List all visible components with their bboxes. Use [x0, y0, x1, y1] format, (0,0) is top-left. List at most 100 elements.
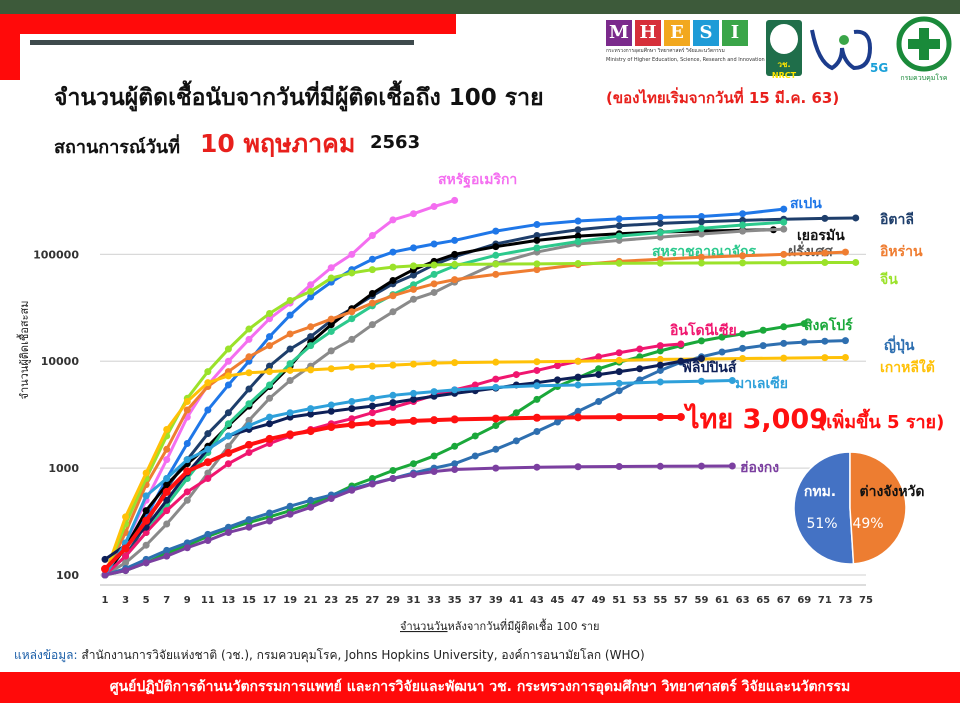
data-point — [286, 345, 294, 353]
data-point — [430, 288, 438, 296]
data-point — [389, 216, 397, 224]
data-point — [224, 357, 232, 365]
data-point — [183, 398, 191, 406]
data-point — [533, 395, 541, 403]
data-point — [451, 460, 459, 468]
data-point — [471, 381, 479, 389]
source-label: แหล่งข้อมูล: — [14, 648, 78, 662]
data-point — [142, 469, 150, 477]
data-point — [574, 237, 582, 245]
data-point — [780, 205, 788, 213]
data-point — [410, 395, 418, 403]
data-point — [697, 377, 705, 385]
data-point — [656, 355, 664, 363]
data-point — [615, 215, 623, 223]
data-point — [451, 442, 459, 450]
data-point — [410, 271, 418, 279]
data-point — [677, 357, 685, 365]
x-tick-label: 51 — [612, 595, 626, 606]
situation-date: 10 พฤษภาคม — [200, 129, 356, 158]
x-tick-label: 25 — [345, 595, 359, 606]
x-tick-label: 41 — [509, 595, 523, 606]
data-point — [224, 523, 232, 531]
data-point — [348, 308, 356, 316]
x-tick-label: 47 — [571, 595, 585, 606]
data-point — [739, 330, 747, 338]
data-point — [307, 405, 315, 413]
series-label: ฟิลิปปินส์ — [681, 359, 737, 376]
data-point — [286, 297, 294, 305]
data-point — [348, 269, 356, 277]
x-tick-label: 31 — [407, 595, 421, 606]
data-point — [697, 213, 705, 221]
y-tick-label: 100000 — [33, 248, 79, 261]
data-point — [224, 432, 232, 440]
data-point — [183, 488, 191, 496]
data-point — [183, 496, 191, 504]
data-point — [574, 463, 582, 471]
data-point — [224, 345, 232, 353]
pie-label: ต่างจังหวัด — [859, 484, 924, 500]
data-point — [389, 399, 397, 407]
data-point — [728, 462, 736, 470]
data-point — [368, 409, 376, 417]
data-point — [266, 381, 274, 389]
data-point — [759, 342, 767, 350]
data-point — [245, 516, 253, 524]
series-label: จีน — [879, 272, 898, 288]
data-point — [492, 445, 500, 453]
data-point — [286, 360, 294, 368]
data-point — [101, 571, 109, 579]
data-point — [224, 442, 232, 450]
data-point — [306, 427, 315, 436]
pie-slice — [849, 451, 907, 565]
data-point — [491, 414, 500, 423]
series-label: อิหร่าน — [879, 244, 923, 260]
data-point — [656, 342, 664, 350]
data-point — [430, 452, 438, 460]
data-point — [163, 520, 171, 528]
footer-banner: ศูนย์ปฏิบัติการด้านนวัตกรรมการแพทย์ และก… — [0, 672, 960, 703]
x-tick-label: 13 — [221, 595, 235, 606]
thailand-increase-label: (เพิ่มขึ้น 5 ราย) — [818, 408, 944, 433]
data-point — [224, 460, 232, 468]
x-tick-label: 75 — [859, 595, 873, 606]
data-point — [244, 440, 253, 449]
data-point — [533, 266, 541, 274]
data-point — [327, 423, 336, 432]
x-tick-label: 5 — [143, 595, 150, 606]
data-point — [533, 260, 541, 268]
data-point — [245, 523, 253, 531]
data-point — [656, 259, 664, 267]
top-red-bar — [0, 14, 456, 34]
data-point — [574, 217, 582, 225]
data-source: แหล่งข้อมูล: สำนักงานการวิจัยแห่งชาติ (ว… — [14, 646, 645, 665]
data-point — [224, 409, 232, 417]
data-point — [286, 409, 294, 417]
data-point — [368, 362, 376, 370]
data-point — [245, 448, 253, 456]
data-point — [739, 210, 747, 218]
data-point — [553, 376, 561, 384]
data-point — [451, 276, 459, 284]
data-point — [286, 377, 294, 385]
x-tick-label: 1 — [102, 595, 109, 606]
data-point — [307, 496, 315, 504]
data-point — [389, 248, 397, 256]
data-point — [533, 232, 541, 240]
mhesi-letter: E — [664, 20, 690, 46]
red-corner-block — [0, 34, 20, 80]
data-point — [368, 474, 376, 482]
data-point — [841, 248, 849, 256]
data-point — [224, 528, 232, 536]
x-axis-label-underlined: จำนวนวัน — [400, 620, 448, 633]
data-point — [656, 219, 664, 227]
data-point — [327, 407, 335, 415]
data-point — [163, 507, 171, 515]
data-point — [410, 295, 418, 303]
series-label: ญี่ปุ่น — [884, 335, 915, 354]
data-point — [162, 487, 171, 496]
data-point — [451, 386, 459, 394]
x-tick-label: 49 — [592, 595, 606, 606]
pie-label: กทม. — [804, 484, 836, 500]
